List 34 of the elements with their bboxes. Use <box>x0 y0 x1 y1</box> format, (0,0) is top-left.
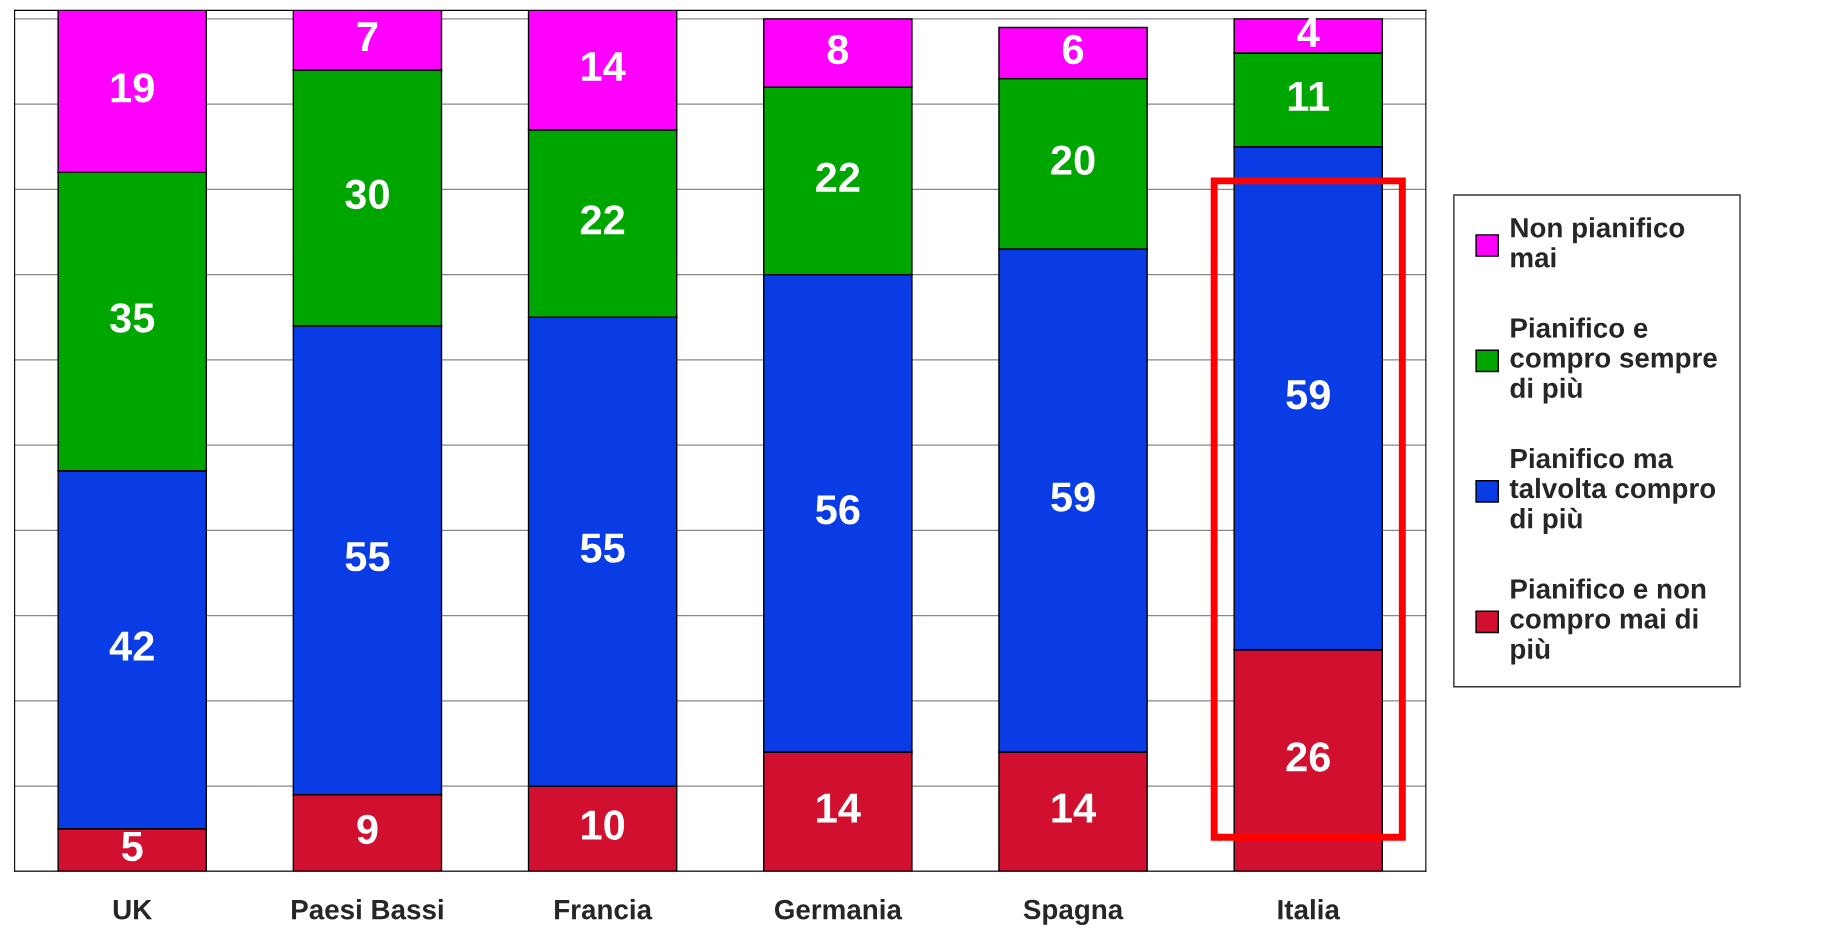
x-tick-label: Paesi Bassi <box>292 899 443 920</box>
data-label: 7 <box>357 22 378 51</box>
data-label: 26 <box>1286 742 1330 772</box>
x-tick-label: Germania <box>774 899 903 920</box>
data-label: 10 <box>582 810 625 840</box>
data-label: 42 <box>109 631 154 661</box>
legend-label: Non pianifico mai <box>1511 217 1685 268</box>
data-label: 19 <box>111 73 154 103</box>
x-tick-label: Italia <box>1278 899 1341 920</box>
data-label: 30 <box>345 179 389 210</box>
x-tick-label: Spagna <box>1023 899 1124 925</box>
x-tick-label: UK <box>113 900 153 920</box>
x-tick-label: Francia <box>555 899 653 920</box>
legend-label: Pianifico ma talvolta compro di più <box>1509 447 1716 534</box>
data-label: 59 <box>1286 379 1330 410</box>
data-label: 8 <box>827 34 849 65</box>
data-label: 35 <box>110 303 155 333</box>
data-label: 5 <box>121 832 143 862</box>
legend-label: Pianifico e compro sempre di più <box>1510 317 1717 404</box>
data-label: 14 <box>817 793 861 823</box>
legend-label: Pianifico e non compro mai di più <box>1510 578 1706 665</box>
data-label: 59 <box>1051 482 1095 512</box>
data-label: 56 <box>815 494 860 525</box>
data-label: 55 <box>580 533 625 563</box>
data-label: 6 <box>1062 34 1084 65</box>
data-label: 55 <box>345 542 390 572</box>
data-label: 4 <box>1297 18 1320 47</box>
data-label: 22 <box>580 205 625 235</box>
data-label: 11 <box>1288 82 1330 111</box>
data-label: 9 <box>357 814 378 845</box>
data-label: 22 <box>816 162 860 192</box>
data-label: 14 <box>582 52 626 81</box>
data-label: 14 <box>1052 793 1096 823</box>
data-label: 20 <box>1051 145 1095 175</box>
